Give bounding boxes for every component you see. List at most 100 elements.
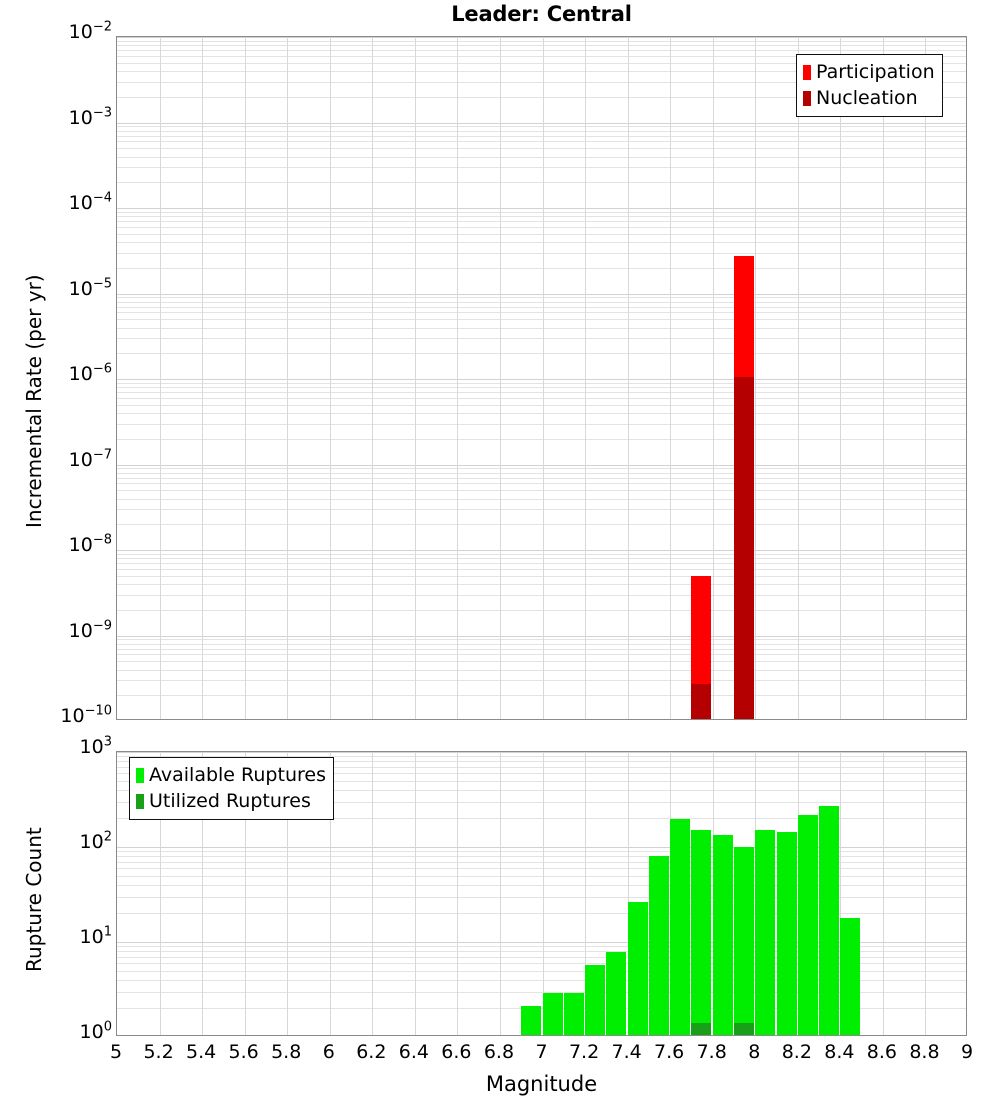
gridline-h	[117, 862, 966, 863]
gridline-h	[117, 212, 966, 213]
gridline-h	[117, 473, 966, 474]
x-axis-tick-label: 5	[109, 1041, 123, 1063]
gridline-h	[117, 131, 966, 132]
x-axis-tick-label: 9	[960, 1041, 974, 1063]
legend-item[interactable]: Nucleation	[803, 85, 935, 111]
gridline-h	[117, 182, 966, 183]
legend-swatch-icon	[136, 793, 144, 809]
gridline-h	[117, 752, 966, 753]
gridline-h	[117, 649, 966, 650]
gridline-h	[117, 957, 966, 958]
gridline-v	[287, 752, 288, 1035]
gridline-h	[117, 802, 966, 803]
gridline-h	[117, 992, 966, 993]
bar	[543, 992, 563, 1035]
bar	[521, 1006, 541, 1035]
gridline-h	[117, 50, 966, 51]
gridline-v	[287, 37, 288, 719]
bars-top	[117, 37, 966, 719]
bar	[606, 951, 626, 1035]
gridline-h	[117, 851, 966, 852]
gridline-v	[415, 752, 416, 1035]
gridline-h	[117, 82, 966, 83]
x-axis-tick-label: 5.4	[185, 1041, 217, 1063]
y-axis-label-top: Incremental Rate (per yr)	[22, 274, 46, 528]
x-axis-tick-label: 7.4	[611, 1041, 642, 1063]
gridline-h	[117, 499, 966, 500]
y-axis-tick-label: 10−4	[68, 190, 112, 214]
bar	[713, 834, 733, 1035]
gridline-v	[245, 37, 246, 719]
gridline-h	[117, 946, 966, 947]
y-axis-tick-label: 10−6	[68, 361, 112, 385]
legend-item[interactable]: Participation	[803, 59, 935, 85]
gridline-h	[117, 41, 966, 42]
gridline-h	[117, 383, 966, 384]
gridline-v	[160, 752, 161, 1035]
bar	[649, 856, 669, 1035]
gridline-v	[628, 37, 629, 719]
gridline-v	[883, 752, 884, 1035]
bar	[798, 815, 818, 1035]
gridline-h	[117, 123, 966, 124]
gridline-h	[117, 563, 966, 564]
gridline-h	[117, 550, 966, 551]
gridline-h	[117, 639, 966, 640]
gridline-h	[117, 761, 966, 762]
gridline-h	[117, 971, 966, 972]
gridline-v	[330, 752, 331, 1035]
legend-top: Participation Nucleation	[796, 54, 943, 117]
gridline-h	[117, 227, 966, 228]
gridline-h	[117, 847, 966, 848]
gridline-h	[117, 97, 966, 98]
gridline-h	[117, 980, 966, 981]
y-axis-tick-label: 101	[79, 924, 112, 948]
gridline-h	[117, 524, 966, 525]
gridline-h	[117, 942, 966, 943]
gridline-h	[117, 413, 966, 414]
gridline-h	[117, 868, 966, 869]
gridline-h	[117, 353, 966, 354]
gridline-v	[202, 752, 203, 1035]
gridline-h	[117, 71, 966, 72]
bar-segment-inner	[734, 1022, 754, 1035]
gridline-h	[117, 818, 966, 819]
gridline-h	[117, 294, 966, 295]
bar	[585, 964, 605, 1035]
bar	[819, 806, 839, 1035]
gridline-h	[117, 661, 966, 662]
x-axis-tick-label: 5.6	[228, 1041, 259, 1063]
x-axis-tick-label: 6.2	[356, 1041, 387, 1063]
grid-bottom	[117, 752, 966, 1035]
y-axis-label-bottom: Rupture Count	[22, 826, 46, 972]
legend-label: Available Ruptures	[149, 763, 326, 786]
gridline-h	[117, 319, 966, 320]
gridline-v	[457, 37, 458, 719]
legend-label: Nucleation	[816, 86, 918, 109]
gridline-v	[925, 752, 926, 1035]
legend-item[interactable]: Available Ruptures	[136, 762, 326, 788]
x-axis-tick-label: 6	[322, 1041, 335, 1063]
y-axis-tick-label: 100	[79, 1019, 112, 1043]
x-axis-label: Magnitude	[485, 1072, 598, 1096]
bar	[628, 902, 648, 1035]
gridline-v	[415, 37, 416, 719]
gridline-h	[117, 167, 966, 168]
x-axis-tick-label: 8.8	[909, 1041, 940, 1063]
bar	[734, 256, 754, 719]
bars-bottom	[117, 752, 966, 1035]
gridline-h	[117, 465, 966, 466]
gridline-h	[117, 297, 966, 298]
gridline-v	[500, 37, 501, 719]
gridline-h	[117, 584, 966, 585]
gridline-h	[117, 307, 966, 308]
gridline-h	[117, 234, 966, 235]
legend-label: Utilized Ruptures	[149, 789, 311, 812]
y-axis-tick-label: 10−8	[68, 532, 112, 556]
y-axis-tick-label: 103	[79, 734, 112, 758]
gridline-h	[117, 913, 966, 914]
legend-item[interactable]: Utilized Ruptures	[136, 788, 326, 814]
bar	[840, 918, 860, 1035]
gridline-h	[117, 387, 966, 388]
legend-label: Participation	[816, 60, 935, 83]
